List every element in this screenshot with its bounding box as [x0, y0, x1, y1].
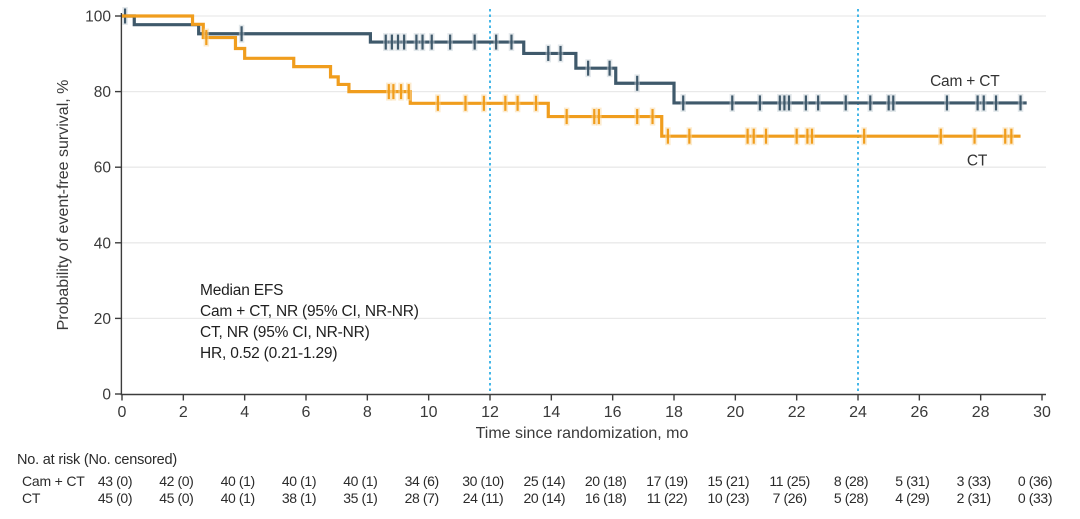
x-tick-label: 6 — [302, 404, 311, 421]
x-tick-label: 0 — [118, 404, 127, 421]
y-tick-label: 40 — [94, 235, 112, 252]
x-tick-label: 14 — [542, 404, 560, 421]
efs-curve-ct: CT — [122, 14, 1021, 169]
risk-cell: 25 (14) — [523, 473, 566, 489]
risk-cell: 20 (18) — [584, 473, 627, 489]
x-tick-label: 10 — [420, 404, 438, 421]
y-tick-label: 100 — [85, 9, 111, 26]
x-tick-label: 28 — [972, 404, 990, 421]
gridlines — [122, 15, 1046, 320]
risk-cell: 45 (0) — [159, 490, 194, 506]
risk-cell: 2 (31) — [956, 490, 992, 506]
risk-cell: 0 (36) — [1017, 473, 1053, 489]
x-tick-label: 4 — [240, 404, 249, 421]
risk-cell: 3 (33) — [956, 473, 992, 489]
curve-label-cam-ct: Cam + CT — [930, 73, 1000, 90]
x-tick-label: 18 — [665, 404, 683, 421]
step-curve — [122, 14, 1021, 138]
annotation-line-1: Cam + CT, NR (95% CI, NR-NR) — [200, 303, 419, 320]
risk-cell: 15 (21) — [707, 473, 750, 489]
median-efs-annotation: Median EFS Cam + CT, NR (95% CI, NR-NR) CT… — [200, 280, 419, 364]
risk-cell: 40 (1) — [281, 473, 317, 489]
reference-lines — [489, 9, 860, 394]
efs-curve-cam-ct: Cam + CT — [122, 7, 1027, 112]
step-curve — [122, 14, 1027, 105]
y-tick-label: 80 — [94, 84, 112, 101]
risk-cell: 43 (0) — [97, 473, 133, 489]
risk-cell: 8 (28) — [833, 473, 869, 489]
x-tick-label: 30 — [1033, 404, 1051, 421]
x-tick-label: 20 — [726, 404, 744, 421]
risk-cell: 7 (26) — [772, 490, 808, 506]
risk-cell: 30 (10) — [462, 473, 504, 489]
x-axis-title: Time since randomization, mo — [476, 425, 689, 442]
risk-cell: 35 (1) — [343, 490, 378, 506]
risk-cell: 5 (28) — [833, 490, 869, 506]
risk-cell: 40 (1) — [343, 473, 378, 489]
x-tick-label: 2 — [179, 404, 188, 421]
risk-cell: 11 (22) — [646, 490, 688, 506]
x-tick-label: 24 — [849, 404, 867, 421]
x-tick-label: 12 — [481, 404, 499, 421]
risk-cell: 38 (1) — [281, 490, 317, 506]
risk-row-label-ct: CT — [22, 490, 41, 506]
risk-cell: 24 (11) — [462, 490, 504, 506]
risk-cell: 45 (0) — [97, 490, 133, 506]
x-tick-label: 8 — [363, 404, 372, 421]
annotation-line-3: HR, 0.52 (0.21-1.29) — [200, 345, 338, 362]
risk-cell: 42 (0) — [159, 473, 194, 489]
y-tick-label: 0 — [102, 387, 111, 404]
risk-cell: 0 (33) — [1017, 490, 1053, 506]
risk-cell: 40 (1) — [220, 490, 256, 506]
x-tick-label: 16 — [604, 404, 622, 421]
risk-cell: 34 (6) — [404, 473, 440, 489]
risk-cell: 28 (7) — [404, 490, 440, 506]
y-tick-label: 60 — [94, 160, 112, 177]
risk-table: No. at risk (No. censored) Cam + CT 43 (0… — [0, 449, 1080, 519]
y-tick-label: 20 — [94, 311, 112, 328]
risk-cell: 10 (23) — [707, 490, 750, 506]
risk-cell: 20 (14) — [523, 490, 566, 506]
risk-row-label-cam-ct: Cam + CT — [22, 473, 85, 489]
risk-cell: 5 (31) — [895, 473, 930, 489]
risk-cell: 17 (19) — [646, 473, 688, 489]
curve-label-ct: CT — [967, 152, 988, 169]
annotation-line-2: CT, NR (95% CI, NR-NR) — [200, 324, 370, 341]
x-tick-label: 26 — [910, 404, 928, 421]
risk-cell: 4 (29) — [895, 490, 930, 506]
annotation-line-0: Median EFS — [200, 282, 284, 299]
risk-cell: 11 (25) — [769, 473, 810, 489]
x-tick-label: 22 — [788, 404, 806, 421]
y-axis-title: Probability of event-free survival, % — [55, 80, 72, 331]
risk-cell: 40 (1) — [220, 473, 256, 489]
risk-table-header: No. at risk (No. censored) — [17, 452, 177, 468]
risk-cell: 16 (18) — [584, 490, 627, 506]
